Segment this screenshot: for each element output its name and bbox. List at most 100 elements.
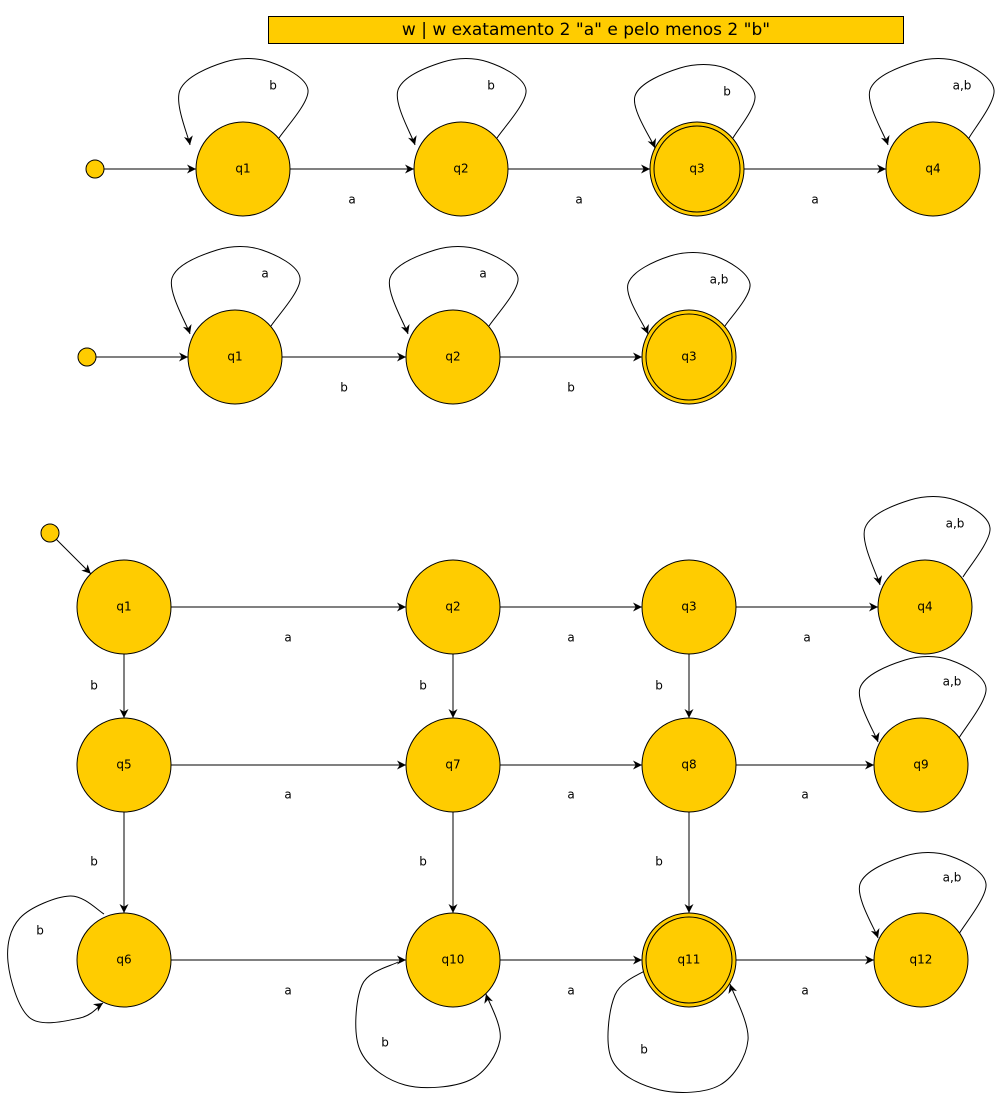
state-a2-q3: q3 bbox=[641, 309, 737, 405]
state-circle-a3-q4 bbox=[877, 559, 973, 655]
state-label-a3-q7: q7 bbox=[445, 758, 460, 772]
transition-label-a2-q3-q3: a,b bbox=[710, 273, 729, 287]
state-circle-a1-q3 bbox=[649, 121, 745, 217]
transition-label-a2-q1-q1: a bbox=[261, 267, 268, 281]
self-loop-a2-q3 bbox=[627, 252, 751, 335]
transition-label-a3-q10-q10: b bbox=[381, 1036, 389, 1050]
state-a3-q8: q8 bbox=[641, 717, 737, 813]
self-loop-a3-q6 bbox=[7, 895, 105, 1024]
self-loop-a3-q4 bbox=[863, 496, 991, 586]
state-label-a3-q12: q12 bbox=[910, 953, 933, 967]
accepting-ring-a3-q11 bbox=[645, 916, 733, 1004]
state-circle-a2-q1 bbox=[187, 309, 283, 405]
transition-label-a3-q10-q11: a bbox=[567, 984, 574, 998]
start-marker-a3 bbox=[40, 523, 60, 543]
transition-label-a3-q3-q4: a bbox=[803, 631, 810, 645]
state-label-a3-q2: q2 bbox=[445, 600, 460, 614]
automaton-a2: a b a b a,b bbox=[96, 246, 751, 395]
transition-label-a3-q12-q12: a,b bbox=[943, 871, 962, 885]
transition-label-a1-q2-q2: b bbox=[487, 79, 495, 93]
transition-label-a3-q11-q12: a bbox=[801, 984, 808, 998]
transition-label-a3-q8-q9: a bbox=[801, 788, 808, 802]
state-circle-a2-q3 bbox=[641, 309, 737, 405]
state-a3-q4: q4 bbox=[877, 559, 973, 655]
self-loop-a2-q2 bbox=[388, 246, 519, 335]
transition-label-a3-q2-q3: a bbox=[567, 631, 574, 645]
state-a1-q1: q1 bbox=[195, 121, 291, 217]
state-a1-q2: q2 bbox=[413, 121, 509, 217]
transition-label-a2-q1-q2: b bbox=[340, 381, 348, 395]
state-label-a2-q2: q2 bbox=[445, 350, 460, 364]
transition-label-a3-q2-q7: b bbox=[419, 679, 427, 693]
transition-label-a1-q1-q1: b bbox=[269, 79, 277, 93]
state-circle-a3-q5 bbox=[76, 717, 172, 813]
state-circle-a3-q1 bbox=[76, 559, 172, 655]
state-circle-a3-q6 bbox=[76, 912, 172, 1008]
state-label-a3-q3: q3 bbox=[681, 600, 696, 614]
state-label-a3-q11: q11 bbox=[678, 953, 701, 967]
state-a3-q2: q2 bbox=[405, 559, 501, 655]
transition-label-a1-q4-q4: a,b bbox=[953, 79, 972, 93]
state-circle-a1-q1 bbox=[195, 121, 291, 217]
state-a3-q10: q10 bbox=[405, 912, 501, 1008]
state-a3-q1: q1 bbox=[76, 559, 172, 655]
state-label-a3-q1: q1 bbox=[116, 600, 131, 614]
state-label-a1-q1: q1 bbox=[235, 162, 250, 176]
accepting-ring-a2-q3 bbox=[645, 313, 733, 401]
transition-label-a3-q6-q10: a bbox=[284, 984, 291, 998]
self-loop-a3-q12 bbox=[858, 852, 987, 939]
start-marker-a1 bbox=[85, 159, 105, 179]
state-circle-a3-q3 bbox=[641, 559, 737, 655]
state-a2-q2: q2 bbox=[405, 309, 501, 405]
state-circle-a3-q9 bbox=[873, 717, 969, 813]
state-circle-a3-q10 bbox=[405, 912, 501, 1008]
state-circle-a1-q2 bbox=[413, 121, 509, 217]
state-circle-a3-q7 bbox=[405, 717, 501, 813]
self-loop-a2-q1 bbox=[170, 246, 301, 335]
accepting-ring-a1-q3 bbox=[653, 125, 741, 213]
self-loop-a3-q11 bbox=[607, 967, 749, 1093]
automaton-a1: b a b a b a a,b bbox=[104, 58, 995, 207]
self-loop-a3-q10 bbox=[355, 961, 501, 1089]
transition-label-a3-q9-q9: a,b bbox=[943, 675, 962, 689]
transition-label-a3-q3-q8: b bbox=[655, 679, 663, 693]
transition-label-a1-q3-q3: b bbox=[723, 85, 731, 99]
state-label-a3-q6: q6 bbox=[116, 953, 131, 967]
state-label-a3-q4: q4 bbox=[917, 600, 932, 614]
state-a3-q7: q7 bbox=[405, 717, 501, 813]
state-label-a1-q4: q4 bbox=[925, 162, 940, 176]
state-circle-a3-q8 bbox=[641, 717, 737, 813]
transition-label-a1-q2-q3: a bbox=[575, 193, 582, 207]
state-a1-q3: q3 bbox=[649, 121, 745, 217]
transition-label-a3-q5-q7: a bbox=[284, 788, 291, 802]
state-circle-a1-q4 bbox=[885, 121, 981, 217]
self-loop-a1-q1 bbox=[178, 58, 309, 146]
self-loop-a1-q4 bbox=[868, 58, 995, 146]
transition-label-a1-q3-q4: a bbox=[811, 193, 818, 207]
state-label-a2-q1: q1 bbox=[227, 350, 242, 364]
state-label-a3-q5: q5 bbox=[116, 758, 131, 772]
start-marker-a2 bbox=[77, 347, 97, 367]
state-label-a3-q10: q10 bbox=[442, 953, 465, 967]
automaton-a3: a a a a,b b b b a a a a,b b b b b a b a b a a,b bbox=[7, 496, 991, 1093]
state-a3-q11: q11 bbox=[641, 912, 737, 1008]
state-a3-q12: q12 bbox=[873, 912, 969, 1008]
state-a3-q6: q6 bbox=[76, 912, 172, 1008]
state-circle-a2-q2 bbox=[405, 309, 501, 405]
state-a3-q3: q3 bbox=[641, 559, 737, 655]
self-loop-a1-q3 bbox=[634, 64, 756, 149]
state-a3-q5: q5 bbox=[76, 717, 172, 813]
state-label-a3-q9: q9 bbox=[913, 758, 928, 772]
transition-label-a3-q8-q11: b bbox=[655, 855, 663, 869]
transition-label-a3-q1-q5: b bbox=[90, 679, 98, 693]
transition-label-a2-q2-q3: b bbox=[567, 381, 575, 395]
transition-label-a1-q1-q2: a bbox=[348, 193, 355, 207]
transition-label-a3-q11-q11: b bbox=[640, 1043, 648, 1057]
transition-label-a3-q6-q6: b bbox=[36, 924, 44, 938]
state-circle-a3-q12 bbox=[873, 912, 969, 1008]
state-circle-a3-q2 bbox=[405, 559, 501, 655]
transition-label-a2-q2-q2: a bbox=[479, 267, 486, 281]
state-circle-a3-q11 bbox=[641, 912, 737, 1008]
transition-label-a3-q4-q4: a,b bbox=[946, 517, 965, 531]
state-a2-q1: q1 bbox=[187, 309, 283, 405]
